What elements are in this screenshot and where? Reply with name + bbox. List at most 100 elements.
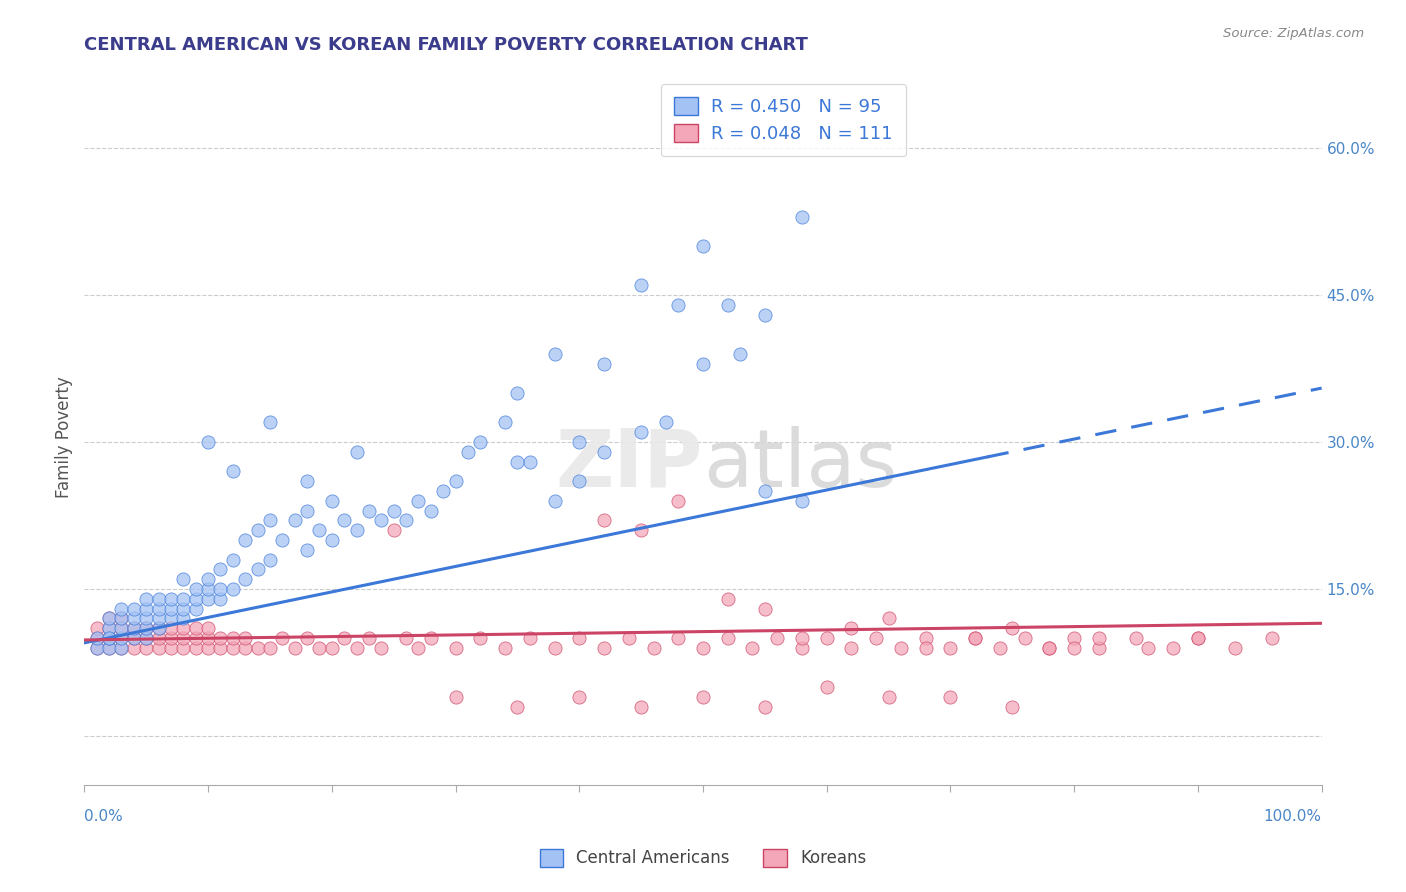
Point	[890, 640, 912, 655]
Point	[122, 631, 145, 645]
Point	[506, 454, 529, 468]
Point	[395, 513, 418, 527]
Point	[395, 631, 418, 645]
Point	[160, 611, 183, 625]
Point	[122, 640, 145, 655]
Point	[160, 631, 183, 645]
Point	[284, 640, 307, 655]
Point	[135, 621, 157, 635]
Point	[543, 347, 565, 361]
Point	[655, 416, 678, 430]
Point	[110, 631, 132, 645]
Point	[568, 474, 591, 488]
Point	[457, 444, 479, 458]
Point	[98, 640, 121, 655]
Point	[98, 621, 121, 635]
Text: 0.0%: 0.0%	[84, 809, 124, 824]
Point	[172, 631, 194, 645]
Point	[259, 416, 281, 430]
Point	[790, 640, 813, 655]
Point	[148, 621, 170, 635]
Point	[86, 621, 108, 635]
Point	[209, 631, 232, 645]
Point	[184, 591, 207, 606]
Point	[110, 621, 132, 635]
Point	[790, 631, 813, 645]
Text: ZIP: ZIP	[555, 425, 703, 504]
Point	[259, 513, 281, 527]
Point	[110, 621, 132, 635]
Point	[98, 621, 121, 635]
Point	[346, 444, 368, 458]
Point	[110, 631, 132, 645]
Text: 100.0%: 100.0%	[1264, 809, 1322, 824]
Point	[259, 640, 281, 655]
Point	[717, 591, 740, 606]
Point	[717, 631, 740, 645]
Point	[321, 640, 343, 655]
Point	[877, 611, 900, 625]
Point	[110, 640, 132, 655]
Point	[197, 640, 219, 655]
Point	[506, 699, 529, 714]
Point	[222, 582, 245, 596]
Point	[914, 631, 936, 645]
Point	[110, 611, 132, 625]
Point	[135, 631, 157, 645]
Point	[754, 601, 776, 615]
Point	[519, 631, 541, 645]
Point	[593, 444, 616, 458]
Point	[222, 631, 245, 645]
Point	[568, 690, 591, 704]
Point	[543, 493, 565, 508]
Point	[790, 493, 813, 508]
Point	[506, 386, 529, 401]
Point	[965, 631, 987, 645]
Point	[1088, 631, 1111, 645]
Point	[593, 357, 616, 371]
Point	[1223, 640, 1246, 655]
Point	[419, 503, 441, 517]
Point	[148, 591, 170, 606]
Point	[382, 523, 405, 537]
Point	[233, 533, 256, 547]
Point	[284, 513, 307, 527]
Point	[98, 611, 121, 625]
Point	[86, 631, 108, 645]
Point	[197, 591, 219, 606]
Point	[1125, 631, 1147, 645]
Point	[370, 513, 392, 527]
Point	[122, 621, 145, 635]
Point	[382, 503, 405, 517]
Point	[160, 591, 183, 606]
Point	[197, 572, 219, 586]
Point	[1014, 631, 1036, 645]
Point	[246, 640, 269, 655]
Point	[184, 621, 207, 635]
Y-axis label: Family Poverty: Family Poverty	[55, 376, 73, 498]
Point	[470, 434, 492, 449]
Point	[408, 640, 430, 655]
Point	[988, 640, 1011, 655]
Point	[259, 552, 281, 566]
Point	[841, 621, 863, 635]
Point	[135, 601, 157, 615]
Point	[939, 640, 962, 655]
Point	[914, 640, 936, 655]
Point	[346, 640, 368, 655]
Point	[233, 631, 256, 645]
Point	[519, 454, 541, 468]
Text: CENTRAL AMERICAN VS KOREAN FAMILY POVERTY CORRELATION CHART: CENTRAL AMERICAN VS KOREAN FAMILY POVERT…	[84, 36, 808, 54]
Point	[160, 621, 183, 635]
Point	[419, 631, 441, 645]
Point	[1038, 640, 1060, 655]
Point	[98, 640, 121, 655]
Point	[184, 640, 207, 655]
Point	[754, 308, 776, 322]
Point	[98, 631, 121, 645]
Point	[209, 591, 232, 606]
Point	[222, 552, 245, 566]
Point	[593, 513, 616, 527]
Point	[630, 425, 652, 440]
Point	[357, 631, 380, 645]
